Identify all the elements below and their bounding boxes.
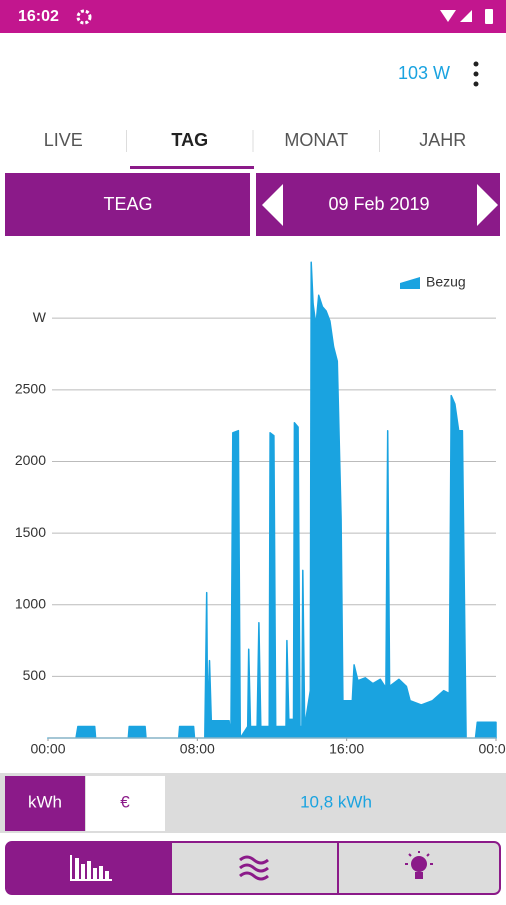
tab-bar: LIVE TAG MONAT JAHR: [44, 130, 466, 152]
x-tick-label: 16:00: [329, 741, 364, 757]
status-bar: [0, 0, 506, 33]
chart: 500 1000 1500 2000 2500 W 00:00 08:00 16:00 00:00…: [15, 261, 506, 757]
x-tick-label: 00:00: [30, 741, 65, 757]
meter-label: TEAG: [103, 194, 152, 214]
signal-icon: [460, 10, 472, 22]
tab[interactable]: LIVE: [44, 130, 83, 150]
legend-label: Bezug: [426, 274, 466, 290]
tab[interactable]: JAHR: [419, 130, 466, 150]
x-tick-label: 08:00: [180, 741, 215, 757]
tab[interactable]: MONAT: [284, 130, 348, 150]
power-reading: 103 W: [398, 63, 450, 83]
y-tick-label: 1000: [15, 595, 46, 611]
wave-icon[interactable]: [239, 855, 269, 881]
x-tick-label: 00:00: [478, 741, 506, 757]
menu-button[interactable]: [473, 61, 479, 87]
unit-euro[interactable]: [86, 776, 165, 831]
unit-euro-label: €: [120, 792, 130, 811]
unit-kwh[interactable]: [5, 776, 85, 831]
status-time: 16:02: [18, 8, 59, 25]
settings-icon: [76, 9, 92, 25]
chart-icon: [70, 855, 112, 881]
tab[interactable]: TAG: [171, 130, 208, 150]
y-tick-label: 2000: [15, 452, 46, 468]
bulb-icon[interactable]: [405, 851, 433, 879]
unit-kwh-label: kWh: [28, 792, 62, 811]
prev-date[interactable]: [262, 184, 283, 226]
area: [47, 261, 497, 739]
y-tick-label: W: [33, 309, 47, 325]
legend-swatch: [400, 277, 420, 289]
y-tick-label: 1500: [15, 524, 46, 540]
y-tick-label: 500: [23, 667, 47, 683]
date-selector: [256, 173, 500, 236]
wifi-icon: [440, 10, 456, 22]
total-energy: 10,8 kWh: [300, 792, 372, 811]
meter-button[interactable]: [5, 173, 250, 236]
y-tick-label: 2500: [15, 381, 46, 397]
tab-indicator: [130, 166, 254, 169]
battery-icon: [485, 9, 493, 24]
next-date[interactable]: [477, 184, 498, 226]
date-label: 09 Feb 2019: [328, 194, 429, 214]
